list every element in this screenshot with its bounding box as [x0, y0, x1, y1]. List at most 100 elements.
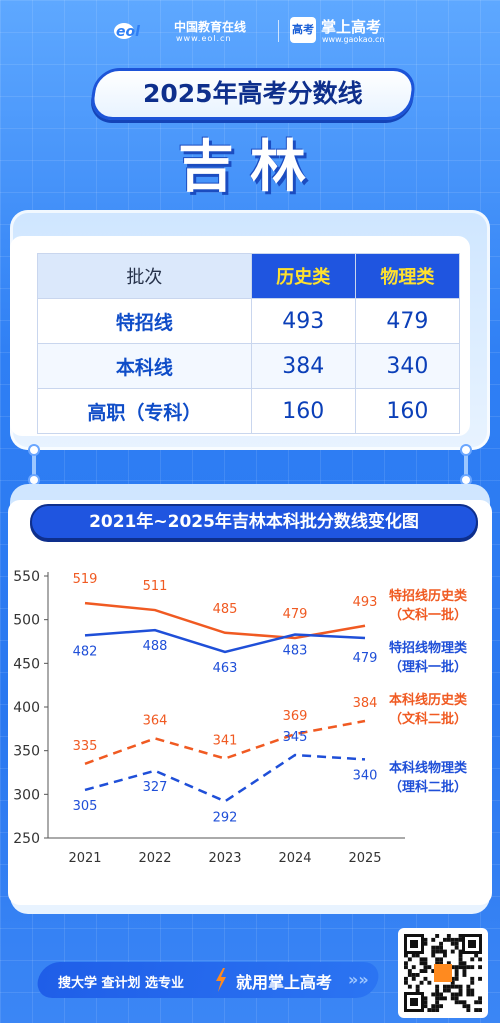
qr-module: [450, 984, 455, 989]
data-label: 335: [73, 739, 98, 754]
connector-dot: [460, 444, 472, 456]
series-line: [84, 601, 366, 640]
qr-code[interactable]: [398, 928, 488, 1018]
qr-module: [478, 996, 482, 1001]
data-label: 493: [353, 595, 378, 610]
connector-dot: [28, 444, 40, 456]
qr-module: [446, 961, 451, 966]
qr-module: [439, 949, 443, 954]
legend-sublabel: （文科二批）: [389, 711, 467, 727]
data-label: 340: [353, 768, 378, 783]
qr-module: [431, 953, 436, 958]
qr-module: [407, 973, 412, 977]
qr-module: [462, 961, 467, 966]
qr-module: [458, 988, 463, 993]
cell-history: 160: [250, 388, 356, 434]
qr-module: [439, 996, 443, 1001]
qr-module: [458, 984, 463, 989]
qr-module: [458, 992, 463, 997]
header-physics: 物理类: [354, 253, 461, 299]
qr-module: [435, 988, 440, 993]
legend-label: 特招线物理类: [389, 640, 468, 656]
data-label: 345: [283, 730, 308, 745]
qr-module: [454, 992, 459, 997]
x-tick-label: 2024: [278, 851, 311, 866]
qr-module: [404, 980, 408, 985]
qr-module: [478, 957, 482, 962]
cell-history: 384: [250, 343, 356, 389]
qr-module: [411, 953, 416, 958]
qr-module: [431, 937, 436, 942]
qr-module: [431, 1008, 436, 1012]
qr-module: [470, 976, 475, 981]
series-line: [84, 719, 366, 765]
gaokao-badge-icon: 高考: [290, 17, 316, 43]
qr-module: [427, 980, 432, 985]
qr-module: [423, 1000, 428, 1005]
qr-module: [446, 988, 451, 993]
qr-module: [454, 1000, 459, 1005]
qr-module: [423, 996, 428, 1001]
qr-module: [443, 937, 447, 942]
qr-module: [478, 1000, 482, 1005]
data-label: 511: [143, 579, 168, 594]
chevron-right-icon: »»: [348, 970, 369, 989]
qr-module: [454, 937, 459, 942]
qr-module: [404, 965, 408, 970]
x-tick-label: 2023: [208, 851, 241, 866]
qr-module: [450, 937, 455, 942]
eol-name: 中国教育在线: [174, 20, 247, 34]
header-batch: 批次: [37, 253, 252, 299]
qr-module: [435, 996, 440, 1001]
qr-module: [470, 957, 475, 962]
cell-physics: 160: [354, 388, 461, 434]
table-row: 特招线 493 479: [37, 298, 461, 344]
qr-module: [423, 961, 428, 966]
qr-module: [415, 953, 420, 958]
data-label: 479: [283, 607, 308, 622]
x-tick-label: 2025: [348, 851, 381, 866]
cell-physics: 479: [354, 298, 461, 344]
table-row: 本科线 384 340: [37, 343, 461, 389]
y-tick-label: 500: [13, 613, 40, 629]
footer-slogan: 搜大学 查计划 选专业: [58, 976, 185, 991]
connector-left: [32, 448, 36, 482]
qr-module: [419, 957, 424, 962]
qr-module: [411, 976, 416, 981]
table-row: 高职（专科） 160 160: [37, 388, 461, 434]
qr-module: [450, 976, 455, 981]
qr-module: [450, 980, 455, 985]
qr-module: [439, 1004, 443, 1009]
qr-module: [470, 965, 475, 970]
qr-module: [462, 965, 467, 970]
qr-module: [443, 984, 447, 989]
eol-logo-text: eol: [116, 24, 140, 40]
header-divider: [278, 20, 279, 42]
qr-module: [404, 976, 408, 981]
y-tick-label: 400: [13, 700, 40, 716]
qr-module: [423, 957, 428, 962]
qr-module: [439, 941, 443, 946]
qr-module: [446, 937, 451, 942]
data-label: 364: [143, 713, 168, 728]
qr-finder: [410, 998, 418, 1006]
qr-module: [458, 937, 463, 942]
qr-module: [446, 934, 451, 938]
qr-module: [474, 1008, 479, 1012]
qr-module: [404, 953, 408, 958]
y-tick-label: 250: [13, 831, 40, 847]
qr-finder: [410, 940, 418, 948]
data-label: 482: [73, 644, 98, 659]
qr-module: [466, 988, 471, 993]
x-tick-label: 2022: [138, 851, 171, 866]
qr-module: [435, 961, 440, 966]
qr-module: [423, 969, 428, 973]
header: eol 中国教育在线 www.eol.cn 高考 掌上高考 www.gaokao…: [0, 14, 500, 48]
qr-module: [454, 941, 459, 946]
qr-module: [458, 961, 463, 966]
header-history: 历史类: [250, 253, 356, 299]
data-label: 463: [213, 661, 238, 676]
qr-module: [407, 969, 412, 973]
qr-module: [431, 992, 436, 997]
qr-module: [470, 992, 475, 997]
